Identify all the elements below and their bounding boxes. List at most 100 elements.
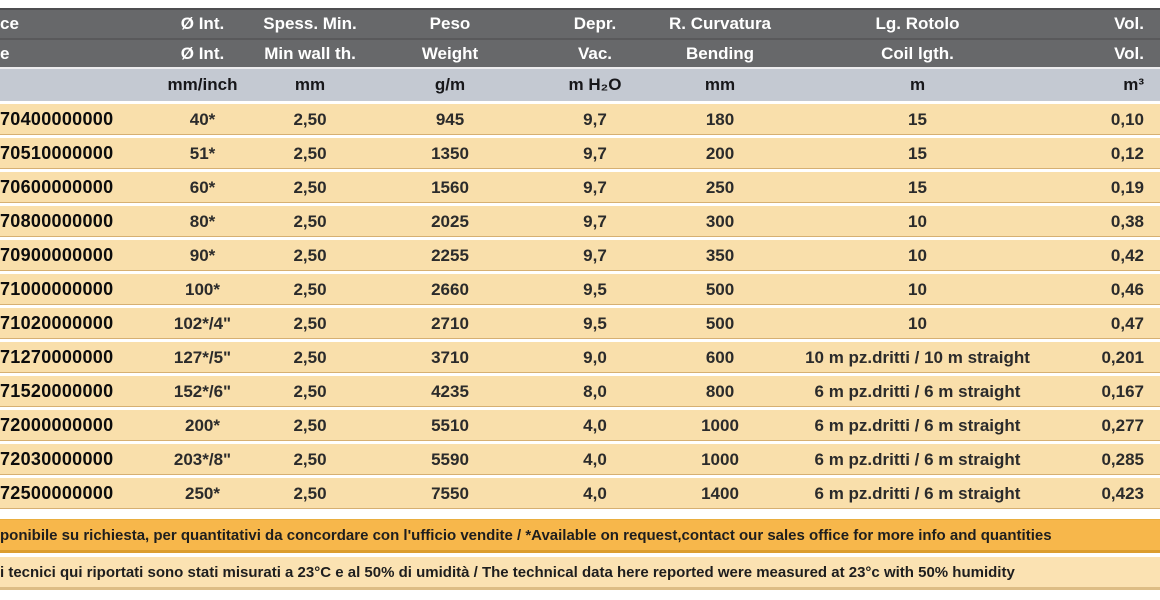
volume-cell: 0,47	[1050, 308, 1160, 342]
weight-unit: g/m	[365, 69, 535, 104]
coil-length-cell: 10	[785, 308, 1050, 342]
weight-cell: 1560	[365, 172, 535, 206]
inner-diameter-cell: 90*	[150, 240, 255, 274]
header-row-it: ce Ø Int. Spess. Min. Peso Depr. R. Curvatura…	[0, 8, 1160, 40]
table-row: 70800000000 80* 2,50 2025 9,7 300 10 0,38	[0, 206, 1160, 240]
coil-length-cell: 10	[785, 206, 1050, 240]
code-cell: 71520000000	[0, 376, 150, 410]
volume-cell: 0,277	[1050, 410, 1160, 444]
table-row: 71520000000 152*/6" 2,50 4235 8,0 800 6 m pz.d…	[0, 376, 1160, 410]
volume-cell: 0,10	[1050, 104, 1160, 138]
coil-length-header-en: Coil lgth.	[785, 40, 1050, 69]
bending-radius-cell: 1000	[655, 410, 785, 444]
code-cell: 72030000000	[0, 444, 150, 478]
code-cell: 70400000000	[0, 104, 150, 138]
bending-radius-cell: 1400	[655, 478, 785, 512]
vacuum-cell: 9,7	[535, 172, 655, 206]
weight-cell: 5510	[365, 410, 535, 444]
weight-header-it: Peso	[365, 8, 535, 40]
weight-header-en: Weight	[365, 40, 535, 69]
table-row: 70900000000 90* 2,50 2255 9,7 350 10 0,42	[0, 240, 1160, 274]
inner-diameter-cell: 51*	[150, 138, 255, 172]
weight-cell: 2025	[365, 206, 535, 240]
bending-radius-cell: 300	[655, 206, 785, 240]
weight-cell: 4235	[365, 376, 535, 410]
volume-cell: 0,167	[1050, 376, 1160, 410]
min-wall-thickness-cell: 2,50	[255, 104, 365, 138]
min-wall-thickness-unit: mm	[255, 69, 365, 104]
vacuum-cell: 8,0	[535, 376, 655, 410]
coil-length-cell: 15	[785, 138, 1050, 172]
min-wall-thickness-cell: 2,50	[255, 240, 365, 274]
min-wall-thickness-cell: 2,50	[255, 206, 365, 240]
table-row: 71270000000 127*/5" 2,50 3710 9,0 600 10 m pz.…	[0, 342, 1160, 376]
volume-cell: 0,285	[1050, 444, 1160, 478]
code-cell: 71000000000	[0, 274, 150, 308]
inner-diameter-cell: 203*/8"	[150, 444, 255, 478]
weight-cell: 5590	[365, 444, 535, 478]
weight-cell: 3710	[365, 342, 535, 376]
bending-radius-cell: 180	[655, 104, 785, 138]
inner-diameter-cell: 60*	[150, 172, 255, 206]
inner-diameter-cell: 200*	[150, 410, 255, 444]
inner-diameter-cell: 40*	[150, 104, 255, 138]
table-body: 70400000000 40* 2,50 945 9,7 180 15 0,10 7051000…	[0, 104, 1160, 512]
min-wall-thickness-header-en: Min wall th.	[255, 40, 365, 69]
inner-diameter-cell: 127*/5"	[150, 342, 255, 376]
code-cell: 72000000000	[0, 410, 150, 444]
vacuum-cell: 4,0	[535, 410, 655, 444]
min-wall-thickness-cell: 2,50	[255, 342, 365, 376]
bending-radius-cell: 250	[655, 172, 785, 206]
bending-radius-unit: mm	[655, 69, 785, 104]
vacuum-cell: 9,0	[535, 342, 655, 376]
code-cell: 70900000000	[0, 240, 150, 274]
min-wall-thickness-cell: 2,50	[255, 308, 365, 342]
vacuum-cell: 9,7	[535, 240, 655, 274]
volume-cell: 0,46	[1050, 274, 1160, 308]
table-row: 71020000000 102*/4" 2,50 2710 9,5 500 10 0,47	[0, 308, 1160, 342]
min-wall-thickness-cell: 2,50	[255, 274, 365, 308]
coil-length-header-it: Lg. Rotolo	[785, 8, 1050, 40]
coil-length-cell: 10	[785, 274, 1050, 308]
min-wall-thickness-cell: 2,50	[255, 172, 365, 206]
vacuum-cell: 9,5	[535, 308, 655, 342]
coil-length-cell: 6 m pz.dritti / 6 m straight	[785, 410, 1050, 444]
coil-length-cell: 6 m pz.dritti / 6 m straight	[785, 444, 1050, 478]
min-wall-thickness-header-it: Spess. Min.	[255, 8, 365, 40]
min-wall-thickness-cell: 2,50	[255, 410, 365, 444]
inner-diameter-header-en: Ø Int.	[150, 40, 255, 69]
coil-length-unit: m	[785, 69, 1050, 104]
coil-length-cell: 6 m pz.dritti / 6 m straight	[785, 478, 1050, 512]
volume-cell: 0,19	[1050, 172, 1160, 206]
volume-header-en: Vol.	[1050, 40, 1160, 69]
footnote-availability: ponibile su richiesta, per quantitativi …	[0, 519, 1160, 553]
table-row: 72000000000 200* 2,50 5510 4,0 1000 6 m pz.dri…	[0, 410, 1160, 444]
coil-length-cell: 15	[785, 172, 1050, 206]
code-cell: 71020000000	[0, 308, 150, 342]
table-row: 70600000000 60* 2,50 1560 9,7 250 15 0,19	[0, 172, 1160, 206]
volume-cell: 0,38	[1050, 206, 1160, 240]
vacuum-unit: m H₂O	[535, 69, 655, 104]
inner-diameter-cell: 250*	[150, 478, 255, 512]
vacuum-cell: 9,7	[535, 138, 655, 172]
code-header-en: e	[0, 40, 150, 69]
vacuum-cell: 9,7	[535, 206, 655, 240]
bending-radius-cell: 200	[655, 138, 785, 172]
vacuum-cell: 4,0	[535, 478, 655, 512]
inner-diameter-cell: 102*/4"	[150, 308, 255, 342]
weight-cell: 7550	[365, 478, 535, 512]
min-wall-thickness-cell: 2,50	[255, 444, 365, 478]
table-row: 72500000000 250* 2,50 7550 4,0 1400 6 m pz.dri…	[0, 478, 1160, 512]
weight-cell: 2660	[365, 274, 535, 308]
volume-header-it: Vol.	[1050, 8, 1160, 40]
min-wall-thickness-cell: 2,50	[255, 376, 365, 410]
volume-unit: m³	[1050, 69, 1160, 104]
vacuum-header-it: Depr.	[535, 8, 655, 40]
inner-diameter-cell: 100*	[150, 274, 255, 308]
inner-diameter-cell: 152*/6"	[150, 376, 255, 410]
volume-cell: 0,42	[1050, 240, 1160, 274]
bending-radius-cell: 600	[655, 342, 785, 376]
table-row: 70510000000 51* 2,50 1350 9,7 200 15 0,12	[0, 138, 1160, 172]
